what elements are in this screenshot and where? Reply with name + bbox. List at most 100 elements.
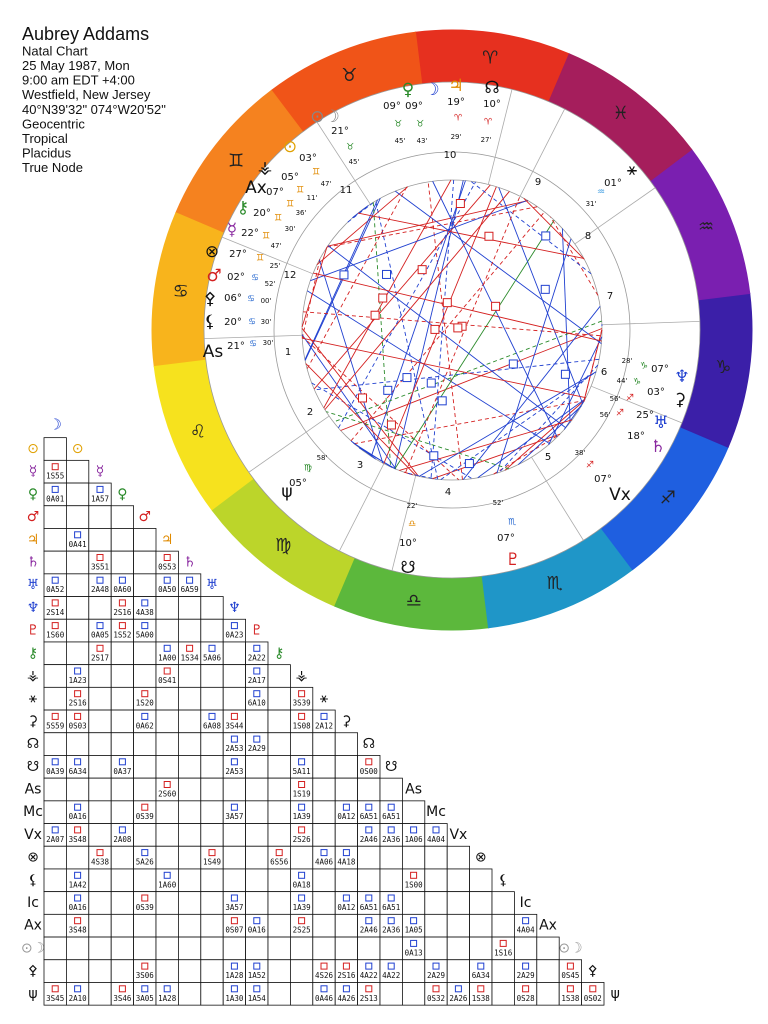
grid-cell	[133, 823, 157, 847]
grid-cell	[245, 777, 269, 802]
sign-glyph: ♏	[547, 573, 563, 594]
aspect-icon	[230, 712, 238, 720]
aspect-orb: 4A06	[315, 858, 334, 867]
sign-glyph: ♍	[275, 535, 291, 556]
grid-cell	[536, 982, 560, 1006]
aspect-icon	[141, 690, 149, 698]
aspect-orb: 2A46	[360, 835, 379, 844]
grid-cell	[177, 686, 202, 711]
grid-cell	[200, 891, 224, 915]
grid-cell	[110, 505, 134, 529]
aspect-icon	[51, 485, 59, 493]
aspect-icon	[163, 871, 171, 879]
aspect-icon	[365, 758, 373, 766]
diagonal-label: ♂	[139, 509, 152, 525]
aspect-orb: 4S38	[91, 858, 110, 867]
grid-cell	[469, 868, 493, 893]
diagonal-label: Mc	[426, 804, 446, 820]
planet-glyph: ♄	[650, 437, 665, 457]
aspect-orb: 1S19	[293, 790, 311, 799]
planet-degree: 05°	[289, 478, 307, 489]
planet-sign: ♊	[256, 254, 264, 264]
aspect-line	[347, 200, 376, 223]
aspect-icon	[365, 803, 373, 811]
aspect-orb: 0S28	[517, 994, 536, 1003]
grid-cell	[267, 732, 291, 756]
grid-cell	[200, 913, 224, 938]
aspect-line	[318, 259, 384, 464]
diagonal-label: ☋	[385, 759, 397, 775]
aspect-line	[340, 328, 603, 431]
house-cusp	[574, 187, 656, 245]
aspect-line	[563, 400, 585, 430]
grid-cell	[267, 959, 291, 983]
aspect-icon	[74, 871, 82, 879]
aspect-icon	[51, 712, 59, 720]
aspect-orb: 4S26	[315, 971, 334, 980]
aspect-orb: 2A08	[113, 835, 132, 844]
grid-cell	[267, 664, 291, 688]
grid-cell	[43, 550, 67, 575]
aspect-orb: 5A11	[293, 767, 311, 776]
grid-cell	[245, 936, 269, 961]
aspect-orb: 1A05	[405, 926, 423, 935]
aspect-marker	[437, 396, 447, 406]
aspect-icon	[410, 939, 418, 947]
aspect-marker	[430, 324, 440, 334]
row-label: ⚴	[28, 963, 38, 979]
aspect-orb: 1S34	[181, 653, 200, 662]
planet-degree: 02°	[227, 272, 245, 283]
planet-sign: ♊	[312, 168, 320, 178]
aspect-icon	[387, 803, 395, 811]
aspect-orb: 1A60	[158, 880, 177, 889]
grid-cell	[222, 823, 246, 847]
aspect-icon	[118, 985, 126, 993]
grid-cell	[267, 868, 291, 893]
aspect-marker	[484, 231, 494, 241]
planet-minute: 58'	[317, 454, 328, 462]
aspect-icon	[253, 985, 261, 993]
grid-cell	[334, 823, 359, 847]
grid-cell	[312, 868, 336, 893]
planet-degree: 21°	[331, 126, 349, 137]
planet-sign: ♎	[408, 520, 416, 530]
grid-cell	[289, 982, 314, 1006]
grid-cell	[177, 936, 202, 961]
aspect-orb: 2S25	[293, 926, 311, 935]
aspect-marker	[358, 393, 368, 403]
grid-cell	[289, 936, 314, 961]
grid-cell	[88, 732, 112, 756]
grid-cell	[177, 823, 202, 847]
grid-cell	[200, 800, 224, 824]
aspect-orb: 0A41	[69, 540, 87, 549]
header-line: Placidus	[22, 146, 72, 161]
grid-cell	[133, 664, 157, 688]
aspect-line	[327, 200, 529, 247]
planet-sign: ♊	[262, 232, 270, 242]
planet-sign: ♋	[249, 340, 257, 350]
grid-cell	[401, 800, 426, 824]
grid-cell	[245, 868, 269, 893]
aspect-icon	[342, 803, 350, 811]
row-label: ⚷	[28, 645, 38, 661]
planet-degree: 03°	[299, 153, 317, 164]
aspect-icon	[118, 826, 126, 834]
aspect-orb: 0S03	[69, 721, 87, 730]
aspect-marker	[541, 231, 551, 241]
aspect-icon	[387, 962, 395, 970]
house-number: 12	[284, 270, 297, 281]
aspect-marker	[386, 420, 396, 430]
aspect-icon	[275, 849, 283, 857]
grid-cell	[267, 686, 291, 711]
aspect-orb: 2A22	[248, 653, 266, 662]
aspect-icon	[522, 962, 530, 970]
aspect-orb: 1S38	[561, 994, 580, 1003]
grid-cell	[267, 982, 291, 1006]
aspect-orb: 1S08	[293, 721, 312, 730]
aspect-line	[350, 211, 545, 442]
aspect-orb: 3S44	[225, 721, 244, 730]
grid-cell	[222, 664, 246, 688]
aspect-orb: 3S46	[113, 994, 132, 1003]
grid-cell	[334, 936, 359, 961]
aspect-line	[432, 433, 561, 480]
